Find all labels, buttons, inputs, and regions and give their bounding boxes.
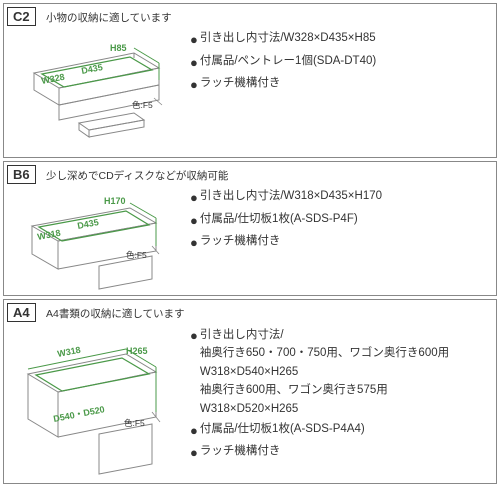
subtitle-a4: A4書類の収納に適しています — [46, 306, 185, 321]
dim-h-c2: H85 — [110, 43, 127, 53]
bullet-icon: ● — [190, 188, 198, 208]
diagram-b6: H170 W318 D435 色:F5 — [4, 186, 184, 295]
specs-c2: ●引き出し内寸法/W328×D435×H85 ●付属品/ペントレー1個(SDA-… — [184, 4, 496, 157]
dim-h-a4: H265 — [126, 346, 148, 356]
color-a4: 色:F5 — [124, 418, 145, 428]
badge-b6: B6 — [7, 165, 36, 184]
badge-c2: C2 — [7, 7, 36, 26]
drawer-section-c2: C2 小物の収納に適しています H85 W328 D435 色:F5 ●引き出 — [3, 3, 497, 158]
bullet-icon: ● — [190, 326, 198, 346]
subtitle-b6: 少し深めでCDディスクなどが収納可能 — [46, 168, 228, 183]
drawer-section-b6: B6 少し深めでCDディスクなどが収納可能 H170 W318 D435 色:F… — [3, 161, 497, 296]
color-b6: 色:F5 — [126, 250, 147, 260]
specs-a4: ●引き出し内寸法/ 袖奥行き650・700・750用、ワゴン奥行き600用 W3… — [184, 300, 496, 483]
bullet-icon: ● — [190, 211, 198, 231]
diagram-c2: H85 W328 D435 色:F5 — [4, 28, 184, 157]
bullet-icon: ● — [190, 233, 198, 253]
dim-w-a4: W318 — [56, 345, 81, 359]
dim-w-b6: W318 — [36, 228, 61, 242]
bullet-icon: ● — [190, 30, 198, 50]
drawer-section-a4: A4 A4書類の収納に適しています H265 W318 D540・D520 色:… — [3, 299, 497, 484]
badge-a4: A4 — [7, 303, 36, 322]
bullet-icon: ● — [190, 421, 198, 441]
color-c2: 色:F5 — [132, 100, 153, 110]
diagram-a4: H265 W318 D540・D520 色:F5 — [4, 324, 184, 483]
subtitle-c2: 小物の収納に適しています — [46, 10, 172, 25]
dim-d-a4: D540・D520 — [52, 404, 105, 424]
dim-h-b6: H170 — [104, 196, 126, 206]
specs-b6: ●引き出し内寸法/W318×D435×H170 ●付属品/仕切板1枚(A-SDS… — [184, 162, 496, 295]
bullet-icon: ● — [190, 75, 198, 95]
bullet-icon: ● — [190, 53, 198, 73]
bullet-icon: ● — [190, 443, 198, 463]
spec-multiline-a4: 引き出し内寸法/ 袖奥行き650・700・750用、ワゴン奥行き600用 W31… — [200, 326, 449, 418]
dim-d-c2: D435 — [80, 62, 103, 76]
